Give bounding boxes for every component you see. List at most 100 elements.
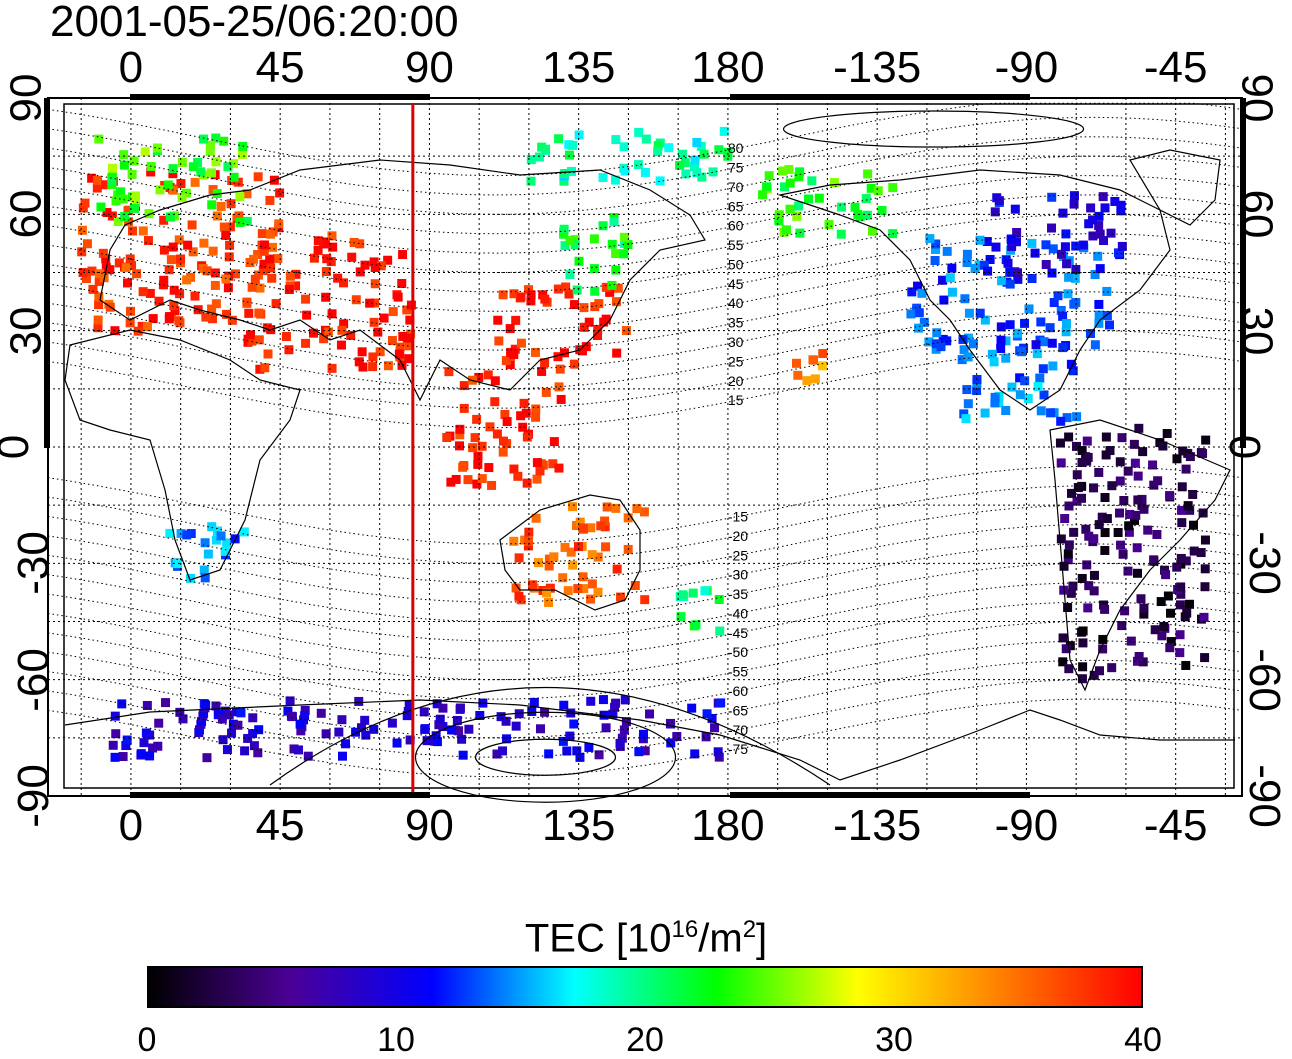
tec-cell [1166, 608, 1176, 618]
tec-cell [526, 176, 536, 186]
tec-cell [78, 203, 88, 213]
mlat-label: 30 [728, 334, 744, 350]
tec-cell [1020, 318, 1030, 328]
mlat-contour [47, 136, 1243, 215]
tec-cell [502, 734, 512, 744]
tec-cell [243, 733, 253, 743]
tec-cell [565, 236, 575, 246]
tec-cell [1201, 435, 1211, 445]
tec-cell [527, 580, 537, 590]
tec-region-southern-africa [165, 522, 249, 583]
tec-cell [1196, 548, 1206, 558]
mlat-contour [47, 233, 1243, 312]
tec-cell [701, 732, 711, 742]
tec-cell [498, 447, 508, 457]
tec-cell [519, 398, 529, 408]
tec-cell [1049, 298, 1059, 308]
tec-cell [1023, 393, 1033, 403]
tec-cell [370, 298, 380, 308]
tec-cell [1072, 470, 1082, 480]
bottom-lon-tick: 180 [691, 801, 765, 850]
tec-cell [1047, 223, 1057, 233]
tec-cell [914, 323, 924, 333]
tec-cell [337, 715, 347, 725]
tec-cell [1136, 594, 1146, 604]
tec-cell [1005, 279, 1015, 289]
tec-cell [589, 234, 599, 244]
tec-cell [434, 720, 444, 730]
tec-cell [530, 347, 540, 357]
tec-cell [1001, 336, 1011, 346]
tec-cell [165, 212, 175, 222]
tec-cell [877, 205, 887, 215]
tec-cell [206, 168, 216, 178]
tec-cell [212, 211, 222, 221]
tec-cell [1089, 670, 1099, 680]
tec-cell [165, 528, 175, 538]
tec-cell [1069, 191, 1079, 201]
tec-cell [1084, 219, 1094, 229]
tec-cell [129, 156, 139, 166]
tec-cell [1094, 318, 1104, 328]
tec-cell [463, 475, 473, 485]
tec-cell [1061, 318, 1071, 328]
tec-cell [807, 176, 817, 186]
tec-cell [601, 723, 611, 733]
tec-cell [490, 397, 500, 407]
tec-cell [1159, 621, 1169, 631]
coast-antarctica [64, 699, 1235, 781]
mlat-label: 20 [728, 373, 744, 389]
tec-cell [1162, 429, 1172, 439]
tec-cell [837, 202, 847, 212]
tec-cell [1082, 456, 1092, 466]
tec-cell [938, 275, 948, 285]
tec-cell [459, 381, 469, 391]
tec-cell [219, 136, 229, 146]
tec-cell [355, 267, 365, 277]
left-lat-tick: -90 [8, 764, 58, 828]
tec-cell [145, 751, 155, 761]
tec-cell [225, 240, 235, 250]
tec-cell [601, 542, 611, 552]
tec-region-scandinavia [94, 133, 252, 227]
tec-cell [473, 459, 483, 469]
tec-cell [1094, 666, 1104, 676]
tec-cell [1048, 361, 1058, 371]
tec-cell [574, 256, 584, 266]
tec-cell [598, 173, 608, 183]
mlat-label: 60 [728, 218, 744, 234]
tec-cell [275, 188, 285, 198]
tec-cell [247, 336, 257, 346]
tec-cell [526, 290, 536, 300]
tec-cell [1177, 505, 1187, 515]
tec-cell [681, 169, 691, 179]
tec-cell [119, 160, 129, 170]
tec-cell [323, 327, 333, 337]
mlat-label: -40 [728, 605, 748, 621]
tec-cell [558, 736, 568, 746]
tec-cell [313, 245, 323, 255]
tec-cell [138, 287, 148, 297]
tec-cell [634, 747, 644, 757]
tec-cell [1176, 553, 1186, 563]
tec-cell [146, 167, 156, 177]
tec-cell [569, 359, 579, 369]
tec-cell [623, 513, 633, 523]
tec-cell [586, 594, 596, 604]
tec-cell [959, 409, 969, 419]
tec-cell [850, 202, 860, 212]
colorbar-tick: 40 [1124, 1021, 1162, 1059]
tec-cell [498, 436, 508, 446]
tec-cell [233, 177, 243, 187]
tec-cell [197, 717, 207, 727]
bottom-lon-tick: 0 [118, 801, 144, 850]
tec-cell [653, 141, 663, 151]
bottom-lon-tick: 135 [541, 801, 616, 850]
tec-cell [229, 172, 239, 182]
tec-cell [219, 222, 229, 232]
tec-cell [1058, 208, 1068, 218]
tec-cell [540, 294, 550, 304]
tec-cell [341, 739, 351, 749]
tec-cell [110, 711, 120, 721]
tec-cell [207, 200, 217, 210]
